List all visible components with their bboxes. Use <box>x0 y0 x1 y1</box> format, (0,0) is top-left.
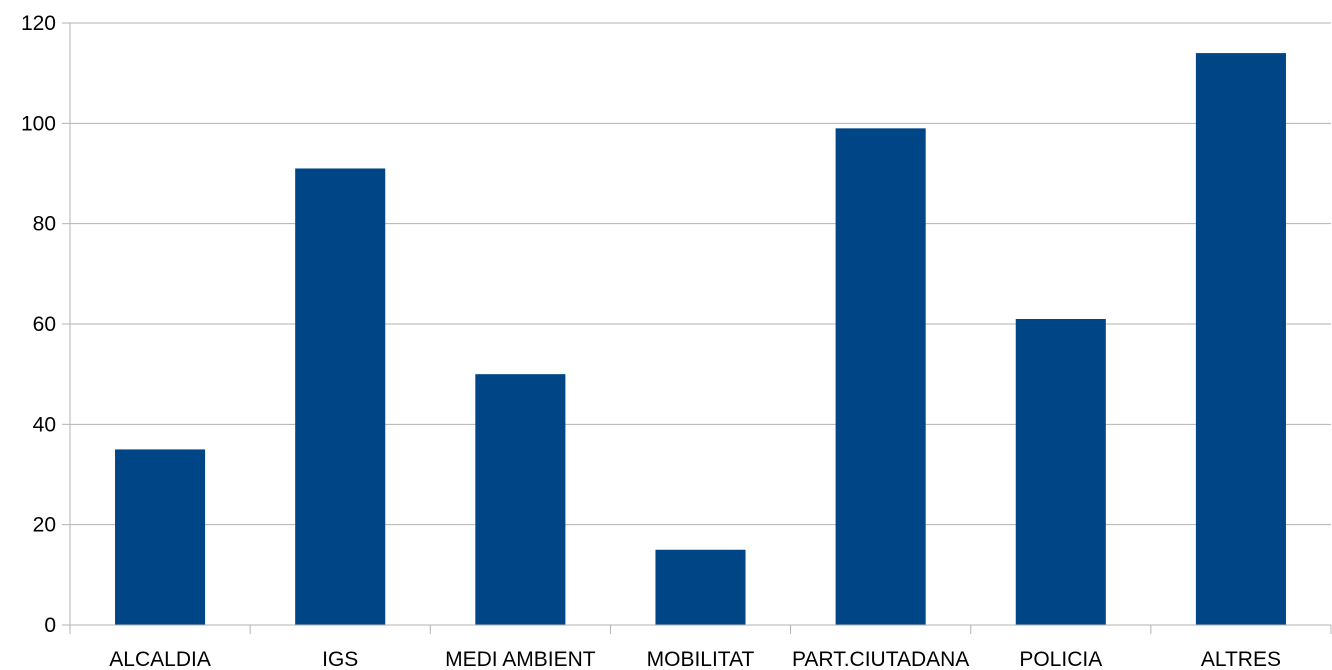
bar-part-ciutadana <box>835 128 926 625</box>
y-tick-label: 0 <box>44 614 56 637</box>
bars <box>115 53 1286 626</box>
x-category-label: IGS <box>322 648 358 670</box>
x-category-label: ALCALDIA <box>109 648 211 670</box>
y-tick-label: 80 <box>33 213 56 236</box>
x-category-label: MOBILITAT <box>647 648 755 670</box>
bar-policia <box>1015 318 1106 625</box>
gridlines <box>70 22 1331 526</box>
bar-igs <box>295 168 386 625</box>
x-category-label: PART.CIUTADANA <box>792 648 969 670</box>
y-axis-ticks: 0 20 40 60 80 100 120 <box>21 12 70 637</box>
x-category-label: MEDI AMBIENT <box>445 648 596 670</box>
bar-medi-ambient <box>475 374 566 625</box>
x-axis-labels: ALCALDIA IGS MEDI AMBIENT MOBILITAT PART.CIU… <box>109 648 1281 670</box>
y-tick-label: 40 <box>33 413 56 436</box>
x-category-label: ALTRES <box>1201 648 1281 670</box>
y-tick-label: 60 <box>33 313 56 336</box>
x-category-label: POLICIA <box>1019 648 1102 670</box>
bar-mobilitat <box>655 549 746 625</box>
y-tick-label: 20 <box>33 514 56 537</box>
bar-altres <box>1195 53 1286 626</box>
y-tick-label: 120 <box>21 12 56 35</box>
y-tick-label: 100 <box>21 112 56 135</box>
axes <box>69 23 1332 634</box>
bar-alcaldia <box>115 449 206 625</box>
